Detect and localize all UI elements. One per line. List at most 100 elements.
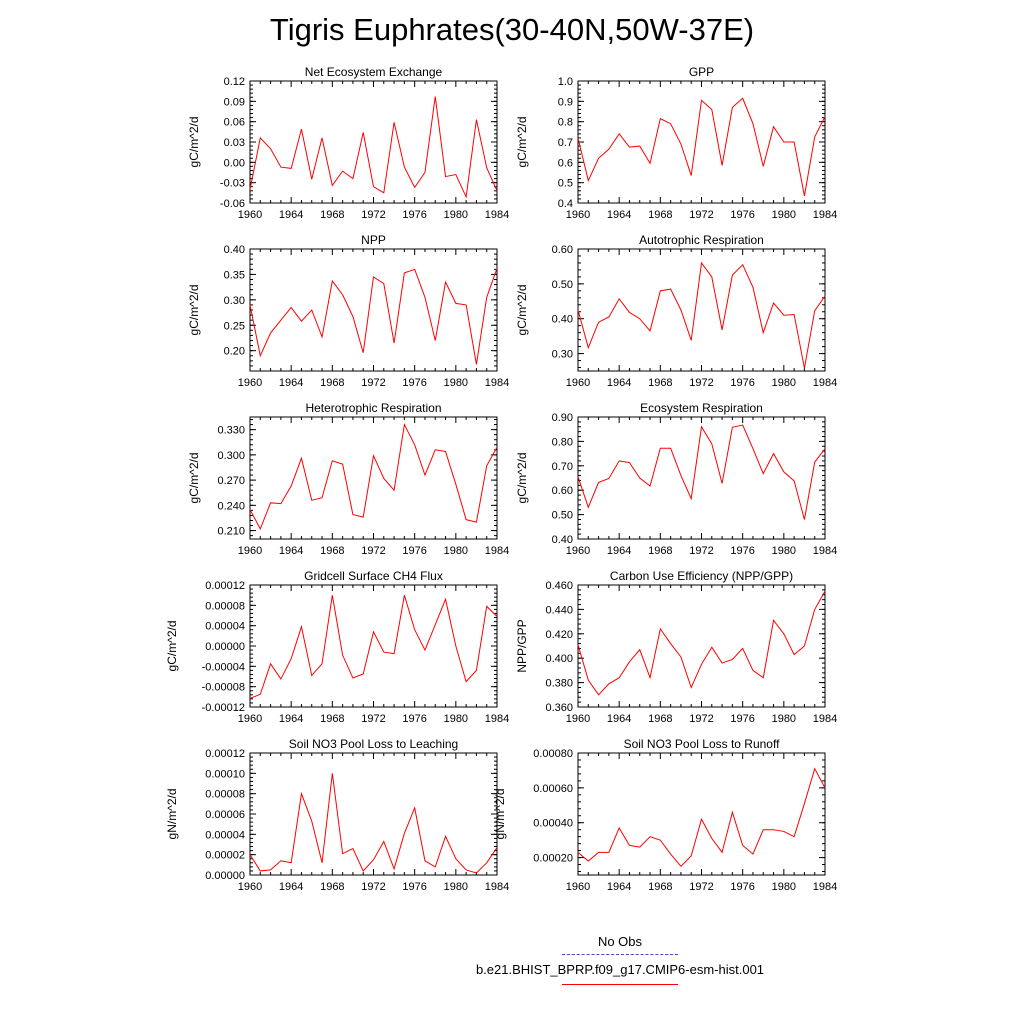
y-tick-label: 0.60 <box>552 485 573 497</box>
y-tick-label: 0.210 <box>217 526 245 538</box>
panel-9: Soil NO3 Pool Loss to Runoff gN/m^2/d 1960… <box>493 737 837 893</box>
x-tick-label: 1984 <box>485 545 509 557</box>
y-axis-label: gC/m^2/d <box>515 285 529 336</box>
y-tick-label: 0.00000 <box>205 641 245 653</box>
y-axis-label: gN/m^2/d <box>165 789 179 840</box>
x-tick-label: 1972 <box>361 881 385 893</box>
y-tick-label: 0.20 <box>224 346 245 358</box>
panel-5: Ecosystem Respiration gC/m^2/d 1960 1964 196… <box>515 401 837 557</box>
y-tick-label: 0.240 <box>217 500 245 512</box>
y-tick-label: 0.00008 <box>205 789 245 801</box>
figure-title: Tigris Euphrates(30-40N,50W-37E) <box>269 12 755 47</box>
x-tick-label: 1968 <box>320 713 344 725</box>
panel-title: Heterotrophic Respiration <box>305 401 441 415</box>
x-tick-label: 1968 <box>648 377 672 389</box>
x-tick-label: 1972 <box>361 713 385 725</box>
y-tick-label: 0.00004 <box>205 829 245 841</box>
x-tick-label: 1976 <box>402 881 426 893</box>
y-axis-label: gC/m^2/d <box>187 285 201 336</box>
y-axis-label: gN/m^2/d <box>493 789 507 840</box>
y-tick-label: 0.60 <box>552 244 573 256</box>
x-tick-label: 1980 <box>444 377 468 389</box>
x-tick-label: 1984 <box>485 377 509 389</box>
panel-3: Autotrophic Respiration gC/m^2/d 1960 1964 1… <box>515 233 837 389</box>
y-tick-label: 0.09 <box>224 96 245 108</box>
panel-4: Heterotrophic Respiration gC/m^2/d 1960 196… <box>187 401 509 557</box>
y-tick-label: 0.25 <box>224 320 245 332</box>
y-tick-label: 0.00060 <box>533 783 573 795</box>
x-tick-label: 1976 <box>730 377 754 389</box>
panel-7: Carbon Use Efficiency (NPP/GPP) NPP/GPP 19… <box>515 569 837 725</box>
y-tick-label: 1.0 <box>558 76 573 88</box>
x-tick-label: 1976 <box>730 713 754 725</box>
y-tick-label: 0.00020 <box>533 853 573 865</box>
x-tick-label: 1960 <box>238 209 262 221</box>
x-tick-label: 1976 <box>730 209 754 221</box>
x-tick-label: 1960 <box>238 377 262 389</box>
legend: No Obs b.e21.BHIST_BPRP.f09_g17.CMIP6-es… <box>0 930 1024 1024</box>
x-tick-label: 1972 <box>689 713 713 725</box>
y-tick-label: 0.00008 <box>205 600 245 612</box>
x-tick-label: 1984 <box>813 881 837 893</box>
x-tick-label: 1980 <box>444 881 468 893</box>
plot-frame <box>249 752 498 876</box>
x-tick-label: 1984 <box>813 209 837 221</box>
series-line <box>249 422 498 531</box>
y-tick-label: 0.00012 <box>205 748 245 760</box>
x-tick-label: 1968 <box>648 713 672 725</box>
x-tick-label: 1964 <box>279 713 303 725</box>
plot-frame <box>577 584 826 708</box>
panel-1: GPP gC/m^2/d 1960 1964 1968 1972 1976 1980 1984 0… <box>515 65 837 221</box>
y-tick-label: 0.12 <box>224 76 245 88</box>
y-axis-label: gC/m^2/d <box>187 453 201 504</box>
legend-label-no-obs: No Obs <box>597 934 643 949</box>
y-tick-label: 0.00006 <box>205 809 245 821</box>
y-tick-label: 0.70 <box>552 461 573 473</box>
y-tick-label: 0.360 <box>545 702 573 714</box>
x-tick-label: 1960 <box>238 881 262 893</box>
x-tick-label: 1968 <box>320 377 344 389</box>
series-line <box>577 424 826 520</box>
y-tick-label: 0.6 <box>558 157 573 169</box>
x-tick-label: 1980 <box>772 209 796 221</box>
plot-frame <box>577 752 826 876</box>
y-axis-label: gC/m^2/d <box>515 453 529 504</box>
x-tick-label: 1968 <box>648 881 672 893</box>
x-tick-label: 1984 <box>485 713 509 725</box>
y-axis-label: gC/m^2/d <box>515 117 529 168</box>
y-tick-label: 0.90 <box>552 412 573 424</box>
x-tick-label: 1968 <box>320 209 344 221</box>
y-tick-label: -0.00012 <box>202 702 245 714</box>
panel-title: Carbon Use Efficiency (NPP/GPP) <box>610 569 793 583</box>
y-tick-label: 0.50 <box>552 510 573 522</box>
y-tick-label: 0.00 <box>224 157 245 169</box>
x-tick-label: 1984 <box>813 545 837 557</box>
x-tick-label: 1960 <box>566 377 590 389</box>
y-tick-label: 0.7 <box>558 137 573 149</box>
panel-8: Soil NO3 Pool Loss to Leaching gN/m^2/d 19… <box>165 737 509 893</box>
x-tick-label: 1980 <box>772 377 796 389</box>
y-tick-label: -0.00008 <box>202 682 245 694</box>
series-line <box>249 595 498 699</box>
plot-frame <box>577 248 826 372</box>
y-tick-label: 0.9 <box>558 96 573 108</box>
panel-6: Gridcell Surface CH4 Flux gC/m^2/d 1960 196… <box>165 569 509 725</box>
panel-title: Autotrophic Respiration <box>639 233 764 247</box>
y-tick-label: -0.00004 <box>202 661 245 673</box>
x-tick-label: 1980 <box>444 545 468 557</box>
y-tick-label: 0.50 <box>552 279 573 291</box>
x-tick-label: 1964 <box>279 881 303 893</box>
x-tick-label: 1964 <box>279 377 303 389</box>
y-tick-label: 0.00010 <box>205 768 245 780</box>
y-tick-label: 0.4 <box>558 198 573 210</box>
x-tick-label: 1972 <box>689 209 713 221</box>
y-tick-label: 0.30 <box>552 349 573 361</box>
x-tick-label: 1960 <box>566 881 590 893</box>
x-tick-label: 1968 <box>648 545 672 557</box>
x-tick-label: 1976 <box>730 881 754 893</box>
series-line <box>577 261 826 369</box>
x-tick-label: 1984 <box>485 209 509 221</box>
y-tick-label: 0.00080 <box>533 748 573 760</box>
y-tick-label: 0.00012 <box>205 580 245 592</box>
y-tick-label: 0.40 <box>224 244 245 256</box>
